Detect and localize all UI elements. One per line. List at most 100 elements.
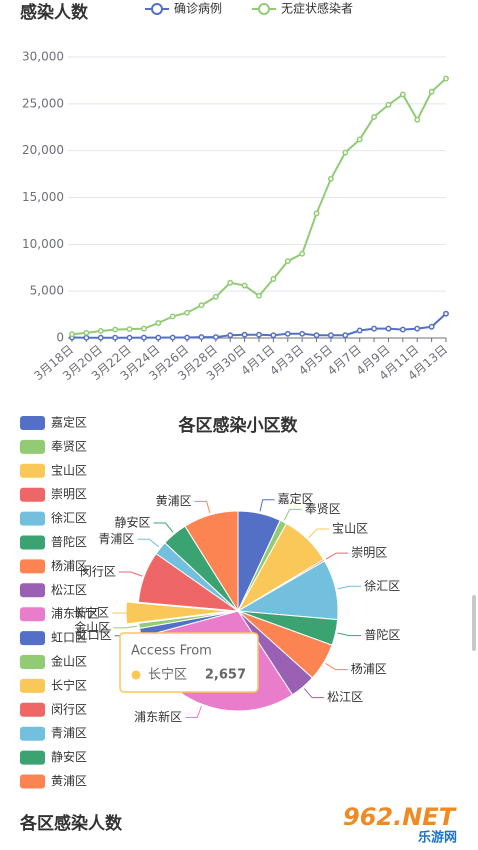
- y-tick-label: 10,000: [22, 237, 64, 251]
- legend-label: 黄浦区: [51, 774, 87, 788]
- point: [443, 310, 449, 317]
- point: [112, 326, 119, 333]
- y-tick-label: 30,000: [22, 50, 64, 64]
- point: [69, 331, 75, 338]
- legend-swatch: [20, 583, 45, 598]
- slice-label: 崇明区: [351, 546, 387, 560]
- point: [241, 282, 248, 289]
- legend-swatch: [20, 559, 45, 574]
- point: [155, 334, 162, 341]
- point: [428, 88, 435, 95]
- point: [256, 331, 262, 338]
- slice-label: 普陀区: [364, 627, 400, 642]
- slice-label: 虹口区: [76, 628, 112, 642]
- point: [198, 334, 205, 341]
- point: [97, 328, 104, 334]
- label-leader: [337, 632, 362, 637]
- point: [270, 332, 277, 339]
- legend-swatch: [20, 678, 45, 693]
- point: [385, 101, 392, 108]
- point: [443, 75, 449, 82]
- point: [284, 330, 291, 337]
- tooltip: Access From 长宁区 2,657: [119, 632, 259, 693]
- label-leader: [259, 499, 275, 512]
- legend-swatch: [20, 726, 45, 741]
- legend-label: 宝山区: [51, 463, 87, 477]
- point: [299, 250, 306, 257]
- label-leader: [118, 571, 143, 577]
- legend-label: 松江区: [51, 583, 87, 597]
- watermark-logo: 962.NET: [343, 803, 457, 831]
- point: [198, 302, 205, 309]
- scrollbar: [472, 595, 476, 651]
- label-leader: [283, 508, 302, 521]
- label-leader: [303, 688, 325, 699]
- point: [327, 175, 334, 182]
- slice-label: 浦东新区: [134, 709, 182, 724]
- point: [299, 330, 306, 337]
- point: [385, 325, 392, 332]
- legend-label: 静安区: [51, 749, 87, 764]
- legend-label: 长宁区: [51, 677, 87, 692]
- label-leader: [137, 538, 160, 548]
- point: [313, 332, 320, 339]
- section-heading: 各区感染人数: [19, 813, 123, 834]
- legend-swatch: [20, 750, 45, 765]
- legend-swatch: [20, 511, 45, 526]
- legend-marker: [258, 3, 271, 15]
- label-leader: [153, 522, 174, 533]
- point: [371, 113, 378, 120]
- y-tick-label: 0: [56, 331, 64, 345]
- point: [227, 332, 234, 339]
- legend-label: 虹口区: [51, 631, 87, 645]
- y-tick-label: 15,000: [22, 190, 64, 204]
- point: [83, 334, 90, 341]
- y-tick-label: 20,000: [22, 143, 64, 157]
- slice-label: 长宁区: [73, 605, 109, 620]
- legend-label: 嘉定区: [51, 415, 87, 430]
- line-title: 感染人数: [20, 2, 89, 23]
- legend-swatch: [20, 439, 45, 454]
- y-tick-label: 25,000: [22, 96, 64, 110]
- label-leader: [185, 706, 202, 718]
- legend-label: 无症状感染者: [281, 1, 353, 16]
- point: [399, 91, 406, 98]
- tooltip-name: 长宁区: [148, 667, 187, 683]
- watermark: 962.NET 乐游网: [343, 803, 457, 846]
- slice-label: 杨浦区: [351, 661, 387, 676]
- y-tick-label: 5,000: [30, 284, 64, 298]
- slice-label: 嘉定区: [278, 491, 314, 506]
- slice-label: 黄浦区: [156, 494, 192, 508]
- legend-swatch: [20, 702, 45, 717]
- tooltip-box: [119, 632, 259, 693]
- point: [342, 149, 349, 156]
- tooltip-marker: [131, 670, 141, 680]
- slice-label: 奉贤区: [305, 502, 341, 516]
- point: [140, 325, 147, 332]
- legend-label: 普陀区: [51, 534, 87, 549]
- point: [184, 309, 191, 316]
- point: [327, 332, 334, 339]
- legend-swatch: [20, 463, 45, 478]
- point: [399, 326, 406, 333]
- slice-label: 静安区: [114, 515, 150, 530]
- tooltip-value: 2,657: [205, 668, 246, 683]
- slice-label: 松江区: [327, 690, 363, 704]
- legend-swatch: [20, 487, 45, 502]
- pie-slice: [184, 510, 239, 613]
- legend-label: 浦东新区: [51, 606, 99, 621]
- label-leader: [337, 585, 362, 590]
- slice-label: 青浦区: [98, 532, 134, 546]
- point: [356, 327, 363, 334]
- point: [227, 279, 234, 286]
- slice-label: 徐汇区: [364, 578, 400, 593]
- point: [241, 331, 248, 338]
- point: [112, 334, 119, 341]
- point: [169, 313, 176, 320]
- point: [126, 326, 133, 333]
- legend-label: 崇明区: [51, 487, 87, 501]
- point: [414, 116, 421, 123]
- label-leader: [325, 552, 349, 560]
- point: [126, 334, 133, 341]
- point: [184, 334, 191, 341]
